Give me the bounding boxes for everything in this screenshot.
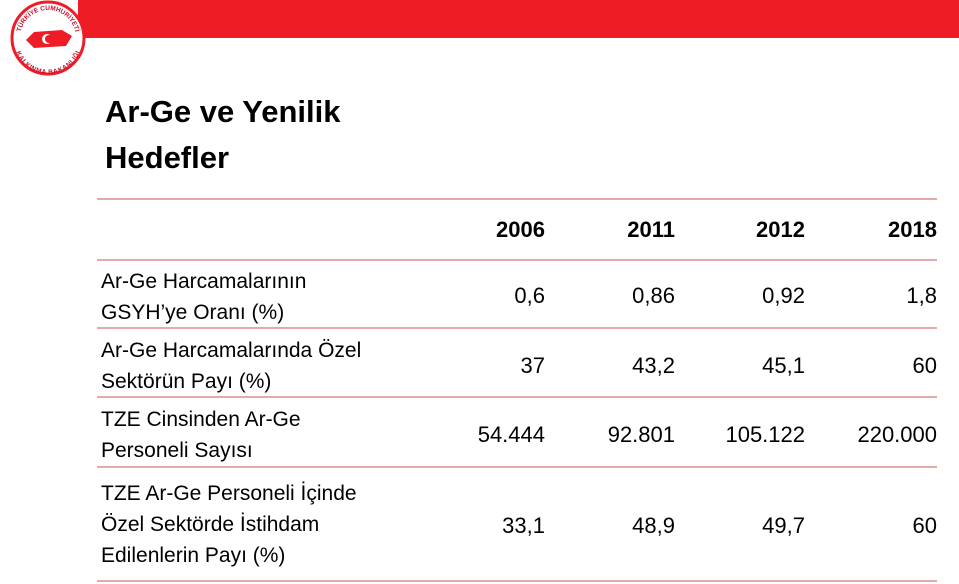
cell-value: 54.444 [477, 422, 545, 447]
column-header: 2006 [496, 217, 545, 242]
row-label: TZE Ar-Ge Personeli İçinde [101, 482, 357, 505]
column-header: 2011 [627, 217, 675, 242]
row-rule [97, 198, 937, 200]
cell-value: 60 [912, 513, 937, 538]
row-label: GSYH’ye Oranı (%) [101, 301, 285, 324]
logo: TÜRKİYE CUMHURİYETİ KALKINMA BAKANLIĞI [10, 0, 86, 76]
row-rule [97, 396, 937, 398]
cell-value: 33,1 [502, 513, 545, 538]
column-header: 2012 [756, 217, 805, 242]
cell-value: 1,8 [906, 283, 937, 308]
cell-value: 105.122 [725, 422, 805, 447]
cell-value: 43,2 [632, 353, 675, 378]
row-label: TZE Cinsinden Ar-Ge [101, 408, 301, 431]
row-label: Edilenlerin Payı (%) [101, 544, 286, 567]
row-rule [97, 580, 937, 582]
cell-value: 0,92 [762, 283, 805, 308]
cell-value: 220.000 [857, 422, 937, 447]
cell-value: 0,6 [514, 283, 545, 308]
top-bar [78, 0, 959, 38]
row-label: Personeli Sayısı [101, 439, 253, 462]
row-label: Sektörün Payı (%) [101, 370, 272, 393]
row-rule [97, 327, 937, 329]
cell-value: 37 [520, 353, 545, 378]
row-label: Ar-Ge Harcamalarının [101, 270, 307, 293]
title-line: Hedefler [105, 140, 230, 175]
cell-value: 60 [912, 353, 937, 378]
row-label: Özel Sektörde İstihdam [101, 513, 320, 536]
row-label: Ar-Ge Harcamalarında Özel [101, 339, 362, 362]
cell-value: 48,9 [632, 513, 675, 538]
cell-value: 92.801 [607, 422, 675, 447]
cell-value: 49,7 [762, 513, 805, 538]
cell-value: 0,86 [632, 283, 675, 308]
row-rule [97, 466, 937, 468]
row-rule [97, 259, 937, 261]
column-header: 2018 [888, 217, 937, 242]
cell-value: 45,1 [762, 353, 805, 378]
logo-crescent-cut [45, 35, 53, 43]
title-line: Ar-Ge ve Yenilik [105, 94, 341, 129]
